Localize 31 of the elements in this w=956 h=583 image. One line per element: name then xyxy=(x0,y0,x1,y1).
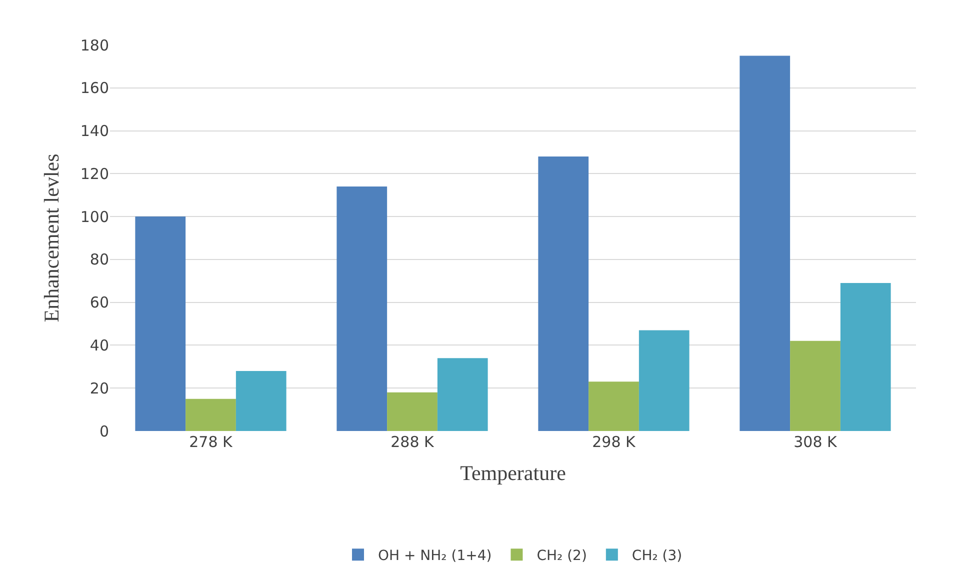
x-axis-title: Temperature xyxy=(460,461,566,486)
y-tick-label: 20 xyxy=(90,379,109,398)
x-tick-label: 288 K xyxy=(390,433,436,451)
x-tick-label: 308 K xyxy=(794,433,838,451)
y-tick-label: 0 xyxy=(99,422,109,440)
bar xyxy=(336,186,388,431)
y-tick-label: 40 xyxy=(90,336,109,354)
bar xyxy=(740,56,790,431)
legend-label: OH + NH₂ (1+4) xyxy=(378,548,492,564)
y-tick-label: 180 xyxy=(80,36,109,54)
legend-label: CH₂ (2) xyxy=(536,548,587,564)
y-tick-label: 120 xyxy=(80,164,109,183)
y-tick-label: 100 xyxy=(80,208,109,226)
y-tick-label: 80 xyxy=(90,250,109,269)
bar xyxy=(840,283,891,431)
x-tick-label: 278 K xyxy=(189,433,234,451)
bar xyxy=(588,382,639,431)
y-axis-title: Enhancement levles xyxy=(40,154,64,322)
bar xyxy=(538,156,589,431)
bar xyxy=(387,392,438,431)
bar xyxy=(135,216,186,431)
bar xyxy=(186,398,236,431)
x-tick-label: 298 K xyxy=(592,433,637,451)
bar xyxy=(437,358,488,431)
bar xyxy=(236,370,286,431)
legend-label: CH₂ (3) xyxy=(632,548,682,564)
y-tick-label: 140 xyxy=(80,122,109,140)
bar xyxy=(790,340,840,431)
y-tick-label: 60 xyxy=(90,294,109,312)
y-tick-label: 160 xyxy=(80,79,109,98)
bar xyxy=(638,330,690,431)
